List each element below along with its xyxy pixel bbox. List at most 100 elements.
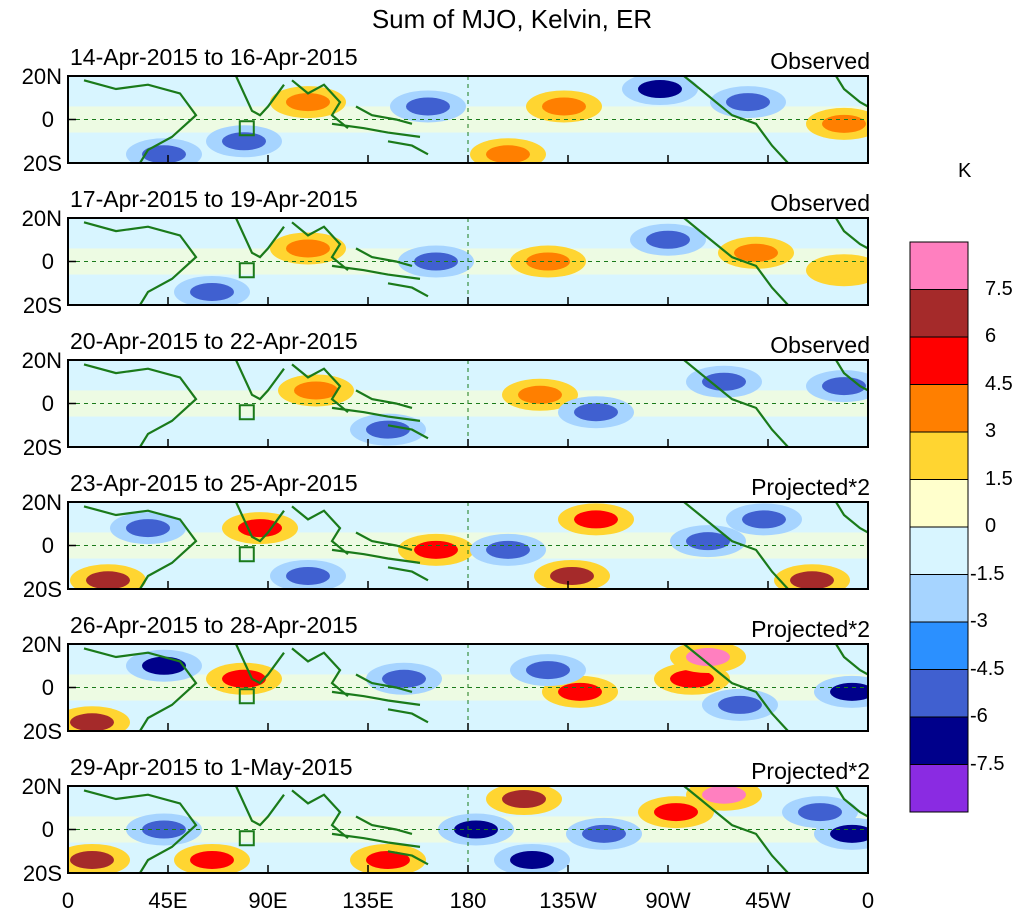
coastline <box>835 644 868 676</box>
lat-tick-label: 20N <box>21 490 62 515</box>
anomaly-core <box>574 510 618 529</box>
panel-status-label: Observed <box>770 190 870 216</box>
coastline <box>355 389 413 409</box>
coastline <box>387 850 429 866</box>
coastline <box>235 786 285 827</box>
panel-date-label: 20-Apr-2015 to 22-Apr-2015 <box>70 328 358 354</box>
colorbar-swatch <box>909 289 969 338</box>
colorbar-tick-label: 3 <box>985 420 997 442</box>
coastline <box>83 505 198 589</box>
anomaly-core <box>726 93 770 112</box>
lon-tick-label: 180 <box>449 888 487 913</box>
map-panel <box>67 359 869 448</box>
anomaly-core <box>822 261 866 280</box>
coastline <box>291 789 349 840</box>
anomaly-core <box>70 850 114 869</box>
anomaly-core <box>718 695 762 714</box>
lat-tick-label: 20N <box>21 206 62 231</box>
coastline <box>291 79 349 130</box>
colorbar-tick-label: -4.5 <box>970 657 1005 680</box>
anomaly-core <box>86 571 130 589</box>
map-panel <box>67 785 869 874</box>
anomaly-core <box>790 571 834 589</box>
coastline <box>683 786 789 873</box>
anomaly-core <box>558 682 602 701</box>
anomaly-core <box>582 824 626 843</box>
region-box <box>238 404 255 421</box>
coastline <box>387 566 429 582</box>
lat-tick-label: 0 <box>41 248 54 274</box>
lat-tick-label: 20S <box>22 861 62 886</box>
anomaly-core <box>518 385 562 404</box>
coastline <box>683 502 789 589</box>
panel-date-label: 14-Apr-2015 to 16-Apr-2015 <box>70 44 358 70</box>
colorbar-swatch <box>909 716 969 765</box>
colorbar-tick-label: -6 <box>970 705 988 727</box>
lon-tick-label: 0 <box>61 888 75 913</box>
coastline <box>835 218 868 250</box>
coastline <box>235 502 285 543</box>
coastline <box>331 548 421 564</box>
colorbar-swatch <box>909 621 969 670</box>
region-box <box>238 688 255 705</box>
coastline <box>291 363 349 414</box>
anomaly-core <box>286 566 330 585</box>
coastline <box>387 140 429 156</box>
anomaly-core <box>542 97 586 116</box>
coastline <box>235 360 285 401</box>
anomaly-core <box>638 80 682 99</box>
lon-tick-label: 135W <box>539 888 597 913</box>
coastline <box>331 406 421 422</box>
coastline <box>355 247 413 267</box>
coastline <box>235 76 285 117</box>
lon-tick-label: 90E <box>248 888 288 913</box>
coastline <box>355 815 413 835</box>
coastline <box>331 264 421 280</box>
colorbar-swatch <box>909 669 969 718</box>
colorbar-swatch <box>909 479 969 528</box>
coastline <box>83 363 198 447</box>
map-panel <box>67 217 869 306</box>
anomaly-core <box>574 403 618 422</box>
anomaly-core <box>702 372 746 391</box>
colorbar-unit: K <box>958 160 972 182</box>
anomaly-core <box>222 669 266 688</box>
panel-date-label: 26-Apr-2015 to 28-Apr-2015 <box>70 612 358 638</box>
lat-tick-label: 0 <box>41 674 54 700</box>
anomaly-core <box>382 669 426 688</box>
lon-tick-label: 0 <box>861 888 875 913</box>
lat-tick-label: 20N <box>21 774 62 799</box>
colorbar-swatch <box>909 526 969 575</box>
coastline <box>355 531 413 551</box>
figure-title: Sum of MJO, Kelvin, ER <box>371 4 653 34</box>
lat-tick-label: 20S <box>22 577 62 602</box>
coastline <box>683 644 789 731</box>
colorbar-tick-label: -1.5 <box>970 562 1005 585</box>
coastline <box>683 76 789 163</box>
coastline <box>331 832 421 848</box>
coastline <box>835 502 868 534</box>
coastline <box>835 360 868 392</box>
coastline <box>387 424 429 440</box>
colorbar-tick-label: 7.5 <box>985 277 1013 300</box>
coastline <box>355 673 413 693</box>
coastline <box>83 789 198 873</box>
coastline <box>83 79 198 163</box>
anomaly-core <box>190 850 234 869</box>
lat-tick-label: 20S <box>22 293 62 318</box>
anomaly-core <box>510 850 554 869</box>
coastline <box>291 647 349 698</box>
anomaly-core <box>646 230 690 249</box>
anomaly-core <box>486 540 530 559</box>
region-box <box>238 262 255 279</box>
coastline <box>331 122 421 138</box>
map-panel <box>67 643 869 732</box>
colorbar-swatch <box>909 241 969 290</box>
coastline <box>387 282 429 298</box>
anomaly-core <box>286 93 330 112</box>
anomaly-core <box>366 420 410 439</box>
colorbar-tick-label: 6 <box>985 325 997 347</box>
coastline <box>235 218 285 259</box>
region-box <box>238 830 255 847</box>
coastline <box>331 690 421 706</box>
